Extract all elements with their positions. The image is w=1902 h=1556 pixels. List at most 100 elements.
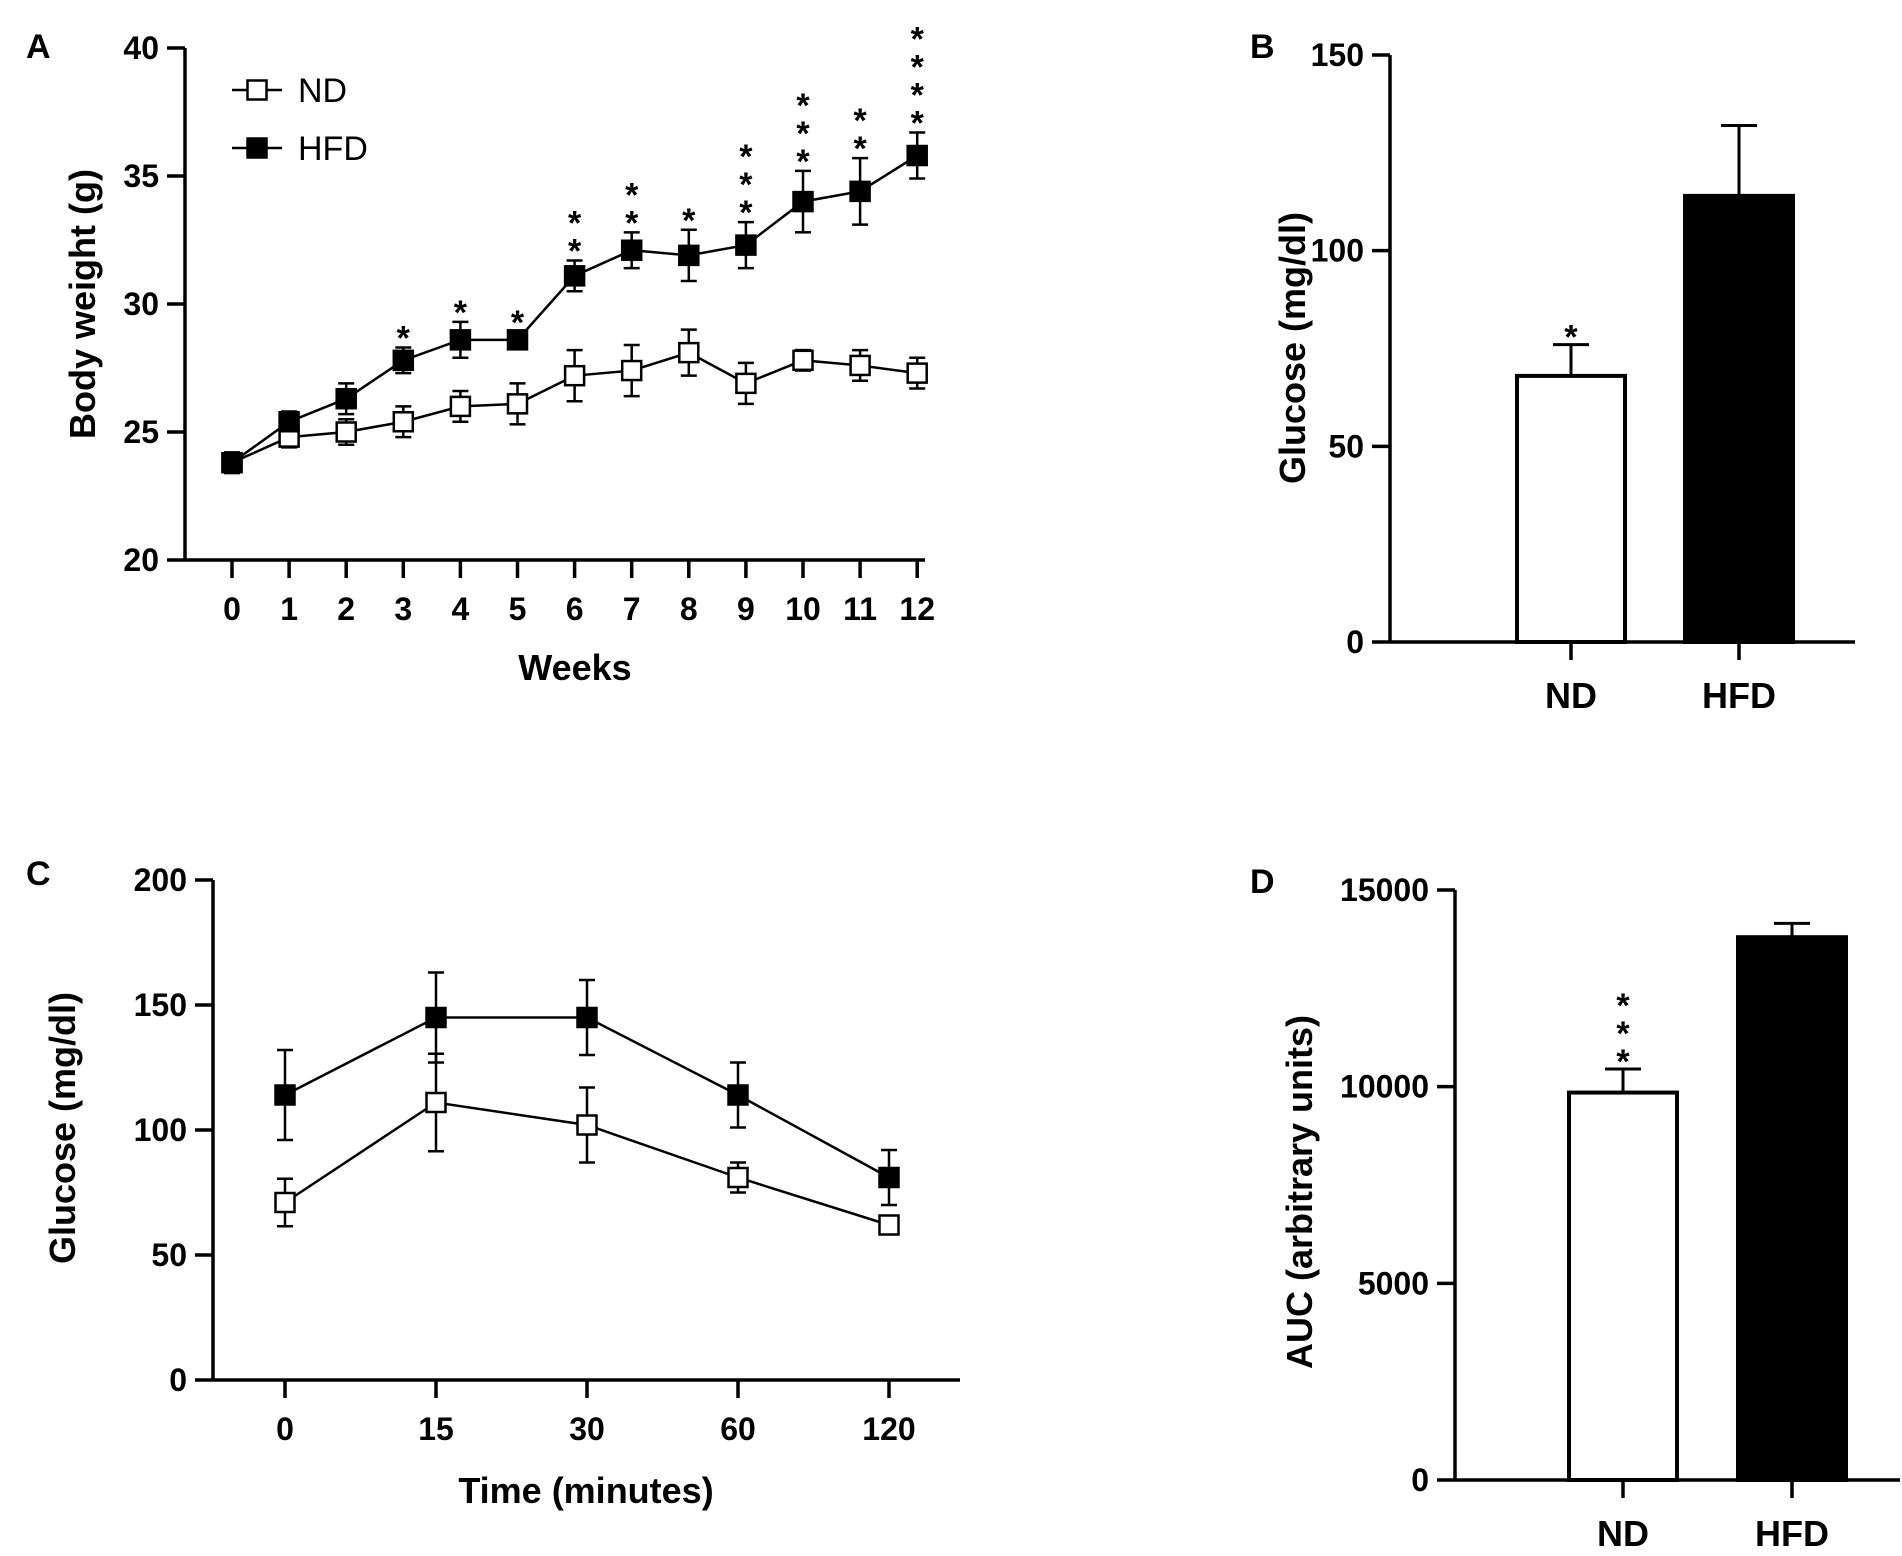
x-tick-label: 3 <box>394 591 412 627</box>
data-point-nd <box>849 354 871 377</box>
data-point-hfd <box>274 1084 296 1106</box>
legend-marker-nd <box>246 79 268 101</box>
data-point-hfd <box>449 329 472 351</box>
significance-label: * <box>511 304 525 342</box>
data-point-hfd <box>506 329 529 351</box>
legend-marker-hfd <box>246 137 268 159</box>
bar-hfd <box>1683 193 1795 644</box>
legend-label: ND <box>298 72 347 110</box>
data-point-hfd <box>563 265 586 287</box>
y-tick-label: 150 <box>134 987 187 1023</box>
panel-c: C 0 50 100 150 200 Glucose (mg/dl) 0 15 30 60 120 Ti… <box>26 855 960 1511</box>
x-tick-label: 1 <box>280 591 298 627</box>
x-tick-label: 2 <box>337 591 355 627</box>
data-point-hfd <box>576 1006 598 1029</box>
y-tick-label: 50 <box>151 1237 187 1273</box>
y-axis-title: Glucose (mg/dl) <box>1272 212 1313 484</box>
x-axis-title: Time (minutes) <box>458 1470 713 1511</box>
data-point-nd <box>620 359 643 382</box>
panel-letter: B <box>1250 28 1275 66</box>
x-tick-label: 0 <box>223 591 241 627</box>
x-tick-label: 30 <box>569 1411 605 1447</box>
data-point-nd <box>678 341 700 364</box>
data-point-nd <box>506 393 529 415</box>
data-point-nd <box>878 1214 900 1236</box>
data-point-nd <box>335 421 357 443</box>
significance-label: * * * * <box>911 20 925 142</box>
data-point-hfd <box>335 387 357 410</box>
significance-label: * <box>682 202 696 240</box>
x-axis-title: Weeks <box>518 647 631 688</box>
bar-hfd <box>1736 935 1848 1482</box>
significance-label: * * * <box>739 138 753 232</box>
data-point-nd <box>449 395 472 418</box>
significance-label: * <box>454 294 468 332</box>
data-point-nd <box>906 362 928 384</box>
data-point-nd <box>727 1166 749 1189</box>
x-tick-label: 7 <box>623 591 641 627</box>
x-tick-label: 60 <box>720 1411 756 1447</box>
significance-label: * * <box>853 102 867 168</box>
panel-letter: A <box>26 28 51 66</box>
y-tick-label: 5000 <box>1358 1265 1429 1301</box>
x-tick-label: 5 <box>509 591 527 627</box>
x-tick-label: 0 <box>276 1411 294 1447</box>
y-tick-label: 50 <box>1328 428 1364 464</box>
panel-d: D 0 5000 10000 15000 AUC (arbitrary units) ND *… <box>1250 863 1900 1554</box>
data-point-hfd <box>278 411 300 433</box>
panel-letter: C <box>26 855 51 893</box>
data-point-hfd <box>735 234 757 256</box>
x-tick-label: 15 <box>418 1411 454 1447</box>
y-tick-label: 150 <box>1311 37 1364 73</box>
x-tick-label: 9 <box>737 591 755 627</box>
x-tick-label: 120 <box>862 1411 915 1447</box>
data-point-hfd <box>906 144 928 167</box>
significance-label: * * <box>568 204 582 270</box>
significance-label: * * * <box>1616 987 1630 1081</box>
y-axis-title: Body weight (g) <box>62 169 103 439</box>
y-tick-label: 10000 <box>1340 1069 1429 1105</box>
panel-letter: D <box>1250 863 1275 901</box>
x-tick-label: ND <box>1597 1513 1649 1554</box>
y-tick-label: 0 <box>169 1362 187 1398</box>
y-tick-label: 200 <box>134 862 187 898</box>
y-tick-label: 35 <box>123 158 159 194</box>
x-tick-label: 11 <box>843 591 877 627</box>
data-point-nd <box>576 1114 598 1136</box>
x-tick-label: HFD <box>1755 1513 1829 1554</box>
significance-label: * <box>397 320 411 358</box>
data-point-nd <box>392 411 415 433</box>
y-axis-title: AUC (arbitrary units) <box>1279 1015 1320 1369</box>
bar-nd <box>1515 373 1627 644</box>
y-tick-label: 100 <box>134 1112 187 1148</box>
data-point-hfd <box>392 349 415 372</box>
data-point-nd <box>735 372 757 395</box>
data-point-hfd <box>678 244 700 267</box>
x-tick-label: 6 <box>566 591 584 627</box>
significance-label: * <box>1564 319 1578 357</box>
significance-label: * * * <box>796 87 810 181</box>
data-point-hfd <box>727 1084 749 1106</box>
y-tick-label: 25 <box>123 414 159 450</box>
data-point-nd <box>563 364 586 387</box>
x-tick-label: 4 <box>452 591 470 627</box>
panel-b: B 0 50 100 150 Glucose (mg/dl) ND * HFD <box>1250 28 1855 716</box>
data-point-hfd <box>425 1006 447 1029</box>
x-tick-label: 8 <box>680 591 698 627</box>
significance-label: * * <box>625 176 639 242</box>
x-tick-label: HFD <box>1702 675 1776 716</box>
y-tick-label: 15000 <box>1340 872 1429 908</box>
data-point-nd <box>792 349 814 372</box>
x-tick-label: ND <box>1545 675 1597 716</box>
series-line-hfd <box>231 154 918 464</box>
x-tick-label: 12 <box>899 591 935 627</box>
data-point-hfd <box>849 180 871 203</box>
data-point-hfd <box>620 239 643 261</box>
legend-label: HFD <box>298 130 368 168</box>
y-tick-label: 0 <box>1411 1462 1429 1498</box>
y-tick-label: 40 <box>123 30 159 66</box>
bar-nd <box>1567 1090 1679 1482</box>
x-tick-label: 10 <box>785 591 821 627</box>
